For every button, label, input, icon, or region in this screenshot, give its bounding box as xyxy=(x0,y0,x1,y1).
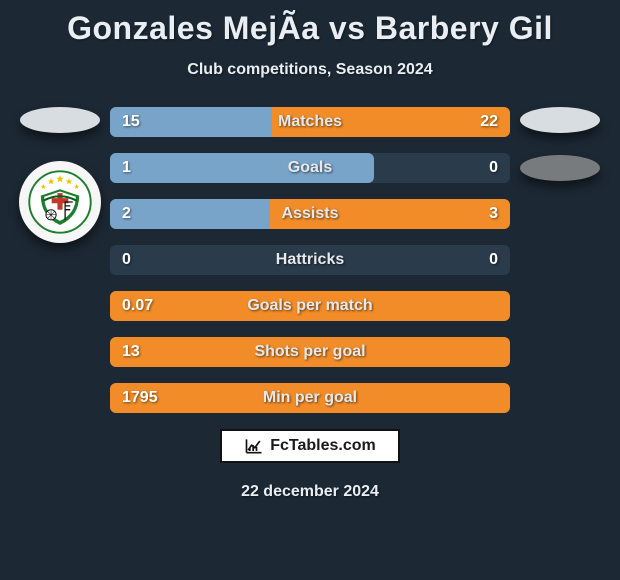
stat-row: 1795 Min per goal xyxy=(110,383,510,413)
brand-text: FcTables.com xyxy=(270,437,376,455)
stat-row: 2 3 Assists xyxy=(110,199,510,229)
stat-value-right: 22 xyxy=(480,113,498,131)
footer-date: 22 december 2024 xyxy=(0,483,620,501)
stat-label: Hattricks xyxy=(276,251,344,269)
page-title: Gonzales MejÃ­a vs Barbery Gil xyxy=(0,0,620,47)
stat-value-right: 0 xyxy=(489,159,498,177)
shield-icon xyxy=(28,170,92,234)
player-right-chip-2 xyxy=(520,155,600,181)
player-left-chip xyxy=(20,107,100,133)
stat-value-right: 0 xyxy=(489,251,498,269)
stat-value-right: 3 xyxy=(489,205,498,223)
stat-label: Matches xyxy=(278,113,342,131)
player-right-chip-1 xyxy=(520,107,600,133)
stat-value-left: 1795 xyxy=(122,389,158,407)
comparison-content: 15 22 Matches 1 0 Goals 2 3 Assists 0 0 Hattricks 0.… xyxy=(0,107,620,413)
club-badge-left xyxy=(19,161,101,243)
stat-value-left: 0 xyxy=(122,251,131,269)
stat-row: 0 0 Hattricks xyxy=(110,245,510,275)
stat-label: Goals xyxy=(288,159,332,177)
stat-bars: 15 22 Matches 1 0 Goals 2 3 Assists 0 0 Hattricks 0.… xyxy=(110,107,510,413)
stat-row: 1 0 Goals xyxy=(110,153,510,183)
brand-box[interactable]: FcTables.com xyxy=(220,429,400,463)
page-subtitle: Club competitions, Season 2024 xyxy=(0,61,620,79)
bar-left-fill xyxy=(110,153,374,183)
stat-value-left: 1 xyxy=(122,159,131,177)
stat-value-left: 0.07 xyxy=(122,297,153,315)
stat-value-left: 15 xyxy=(122,113,140,131)
stat-value-left: 13 xyxy=(122,343,140,361)
stat-row: 15 22 Matches xyxy=(110,107,510,137)
stat-row: 0.07 Goals per match xyxy=(110,291,510,321)
bar-left-fill xyxy=(110,199,270,229)
stat-label: Goals per match xyxy=(247,297,372,315)
stat-row: 13 Shots per goal xyxy=(110,337,510,367)
stat-label: Assists xyxy=(282,205,339,223)
stat-label: Shots per goal xyxy=(254,343,365,361)
stat-value-left: 2 xyxy=(122,205,131,223)
stat-label: Min per goal xyxy=(263,389,357,407)
chart-icon xyxy=(244,436,264,456)
